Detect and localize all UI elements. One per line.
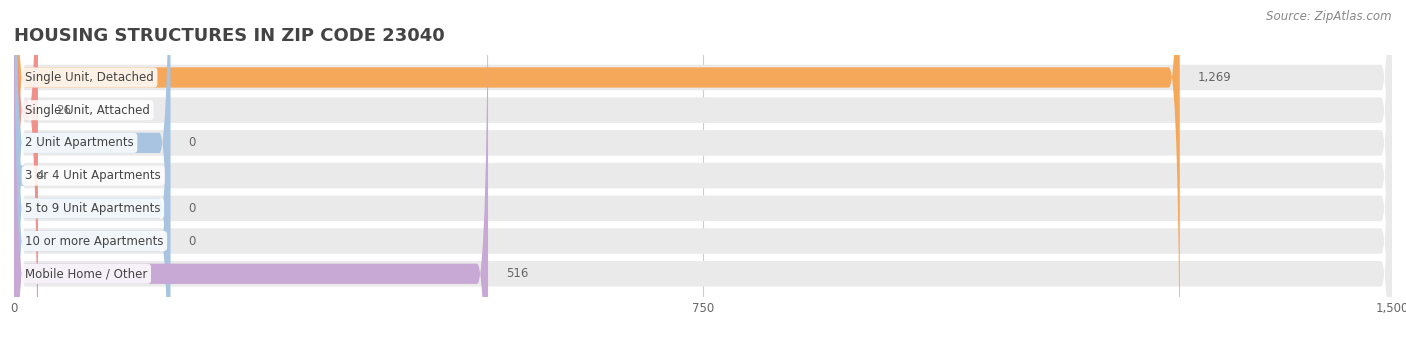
FancyBboxPatch shape [14,0,38,341]
Text: 5 to 9 Unit Apartments: 5 to 9 Unit Apartments [25,202,160,215]
Text: 1,269: 1,269 [1198,71,1232,84]
Text: Mobile Home / Other: Mobile Home / Other [25,267,148,280]
FancyBboxPatch shape [14,0,1392,341]
FancyBboxPatch shape [14,0,170,341]
FancyBboxPatch shape [14,0,1392,341]
FancyBboxPatch shape [14,0,1392,341]
FancyBboxPatch shape [14,0,1392,341]
FancyBboxPatch shape [14,0,1180,341]
Text: 0: 0 [188,202,195,215]
FancyBboxPatch shape [14,0,170,341]
FancyBboxPatch shape [14,0,1392,341]
FancyBboxPatch shape [14,0,488,341]
FancyBboxPatch shape [14,0,1392,341]
Text: Single Unit, Attached: Single Unit, Attached [25,104,150,117]
Text: 4: 4 [37,169,44,182]
Text: 2 Unit Apartments: 2 Unit Apartments [25,136,134,149]
FancyBboxPatch shape [7,0,25,341]
Text: HOUSING STRUCTURES IN ZIP CODE 23040: HOUSING STRUCTURES IN ZIP CODE 23040 [14,27,444,45]
Text: Source: ZipAtlas.com: Source: ZipAtlas.com [1267,10,1392,23]
Text: 0: 0 [188,235,195,248]
Text: 26: 26 [56,104,72,117]
FancyBboxPatch shape [14,0,170,341]
Text: 3 or 4 Unit Apartments: 3 or 4 Unit Apartments [25,169,160,182]
Text: 516: 516 [506,267,529,280]
Text: 10 or more Apartments: 10 or more Apartments [25,235,163,248]
Text: 0: 0 [188,136,195,149]
FancyBboxPatch shape [14,0,1392,341]
Text: Single Unit, Detached: Single Unit, Detached [25,71,153,84]
